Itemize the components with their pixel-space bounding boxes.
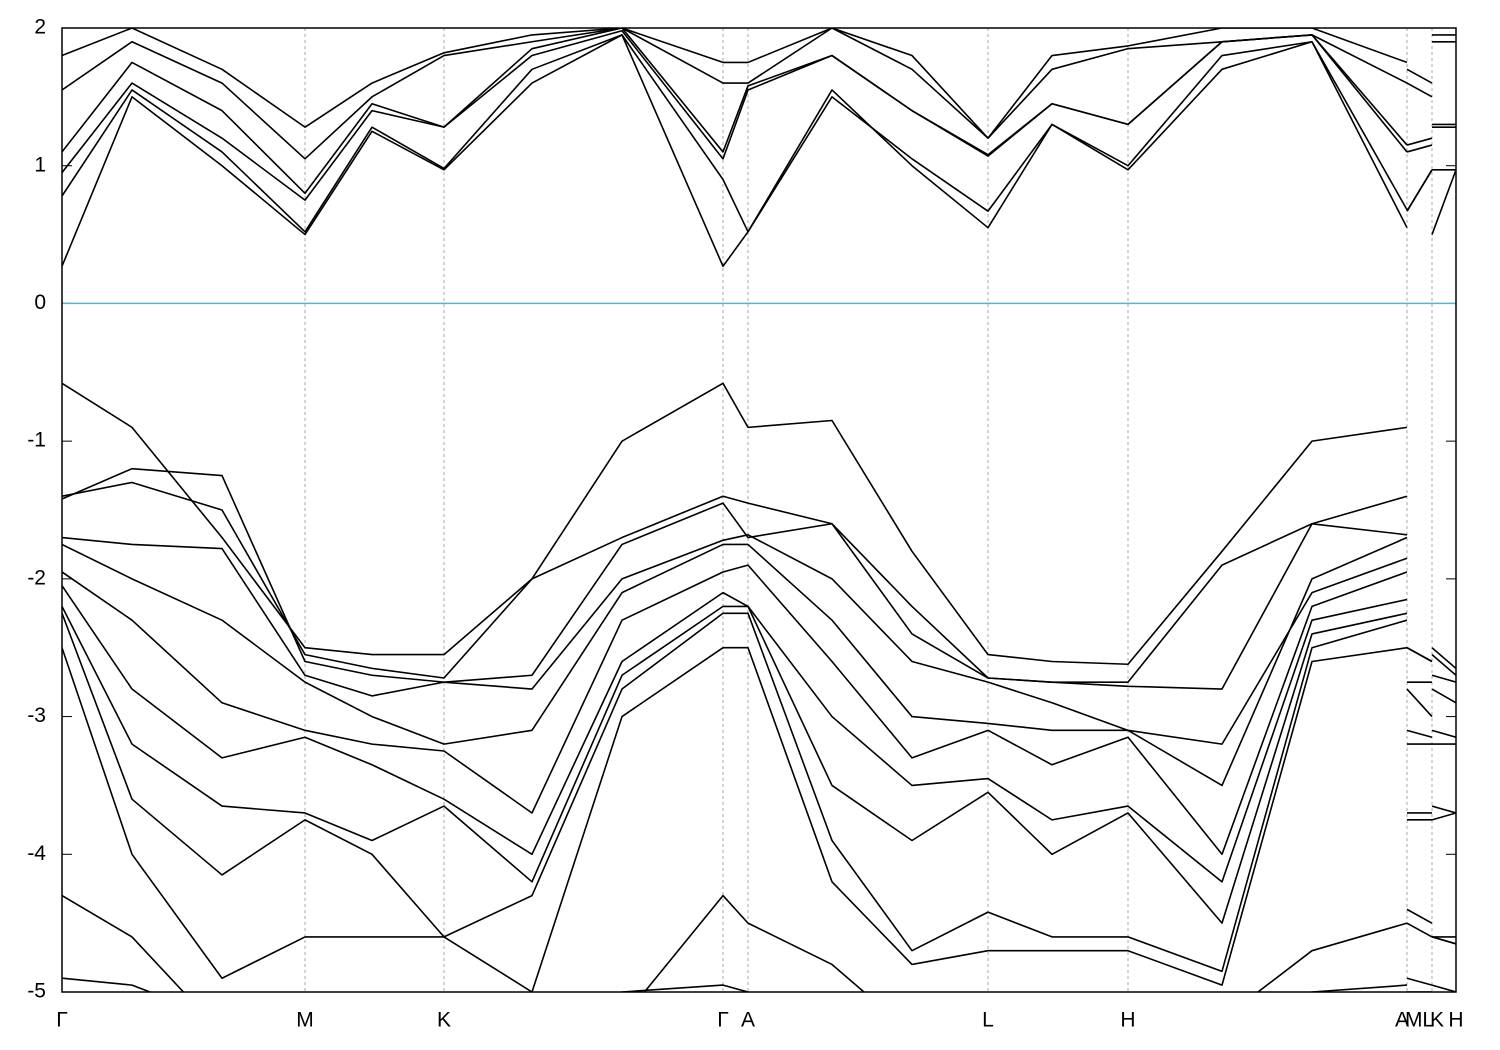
band-line	[62, 612, 1456, 973]
x-tick-label: M	[296, 1009, 314, 1032]
x-tick-label: A	[741, 1009, 755, 1032]
x-tick-label: M	[1405, 1009, 1423, 1032]
x-tick-label: Γ	[56, 1009, 68, 1032]
y-tick-label: 2	[34, 16, 46, 39]
band-line	[62, 543, 1456, 745]
x-tick-label: Γ	[717, 1009, 729, 1032]
band-line	[62, 28, 1456, 160]
y-tick-label: -4	[27, 842, 46, 865]
y-tick-label: -1	[27, 429, 46, 452]
band-line	[62, 28, 1456, 139]
y-tick-label: -5	[27, 980, 46, 1003]
y-tick-label: 0	[34, 291, 46, 314]
band-line	[62, 467, 1456, 690]
x-tick-label: H	[1120, 1009, 1135, 1032]
x-tick-label: L	[982, 1009, 994, 1032]
band-line	[62, 977, 1456, 992]
plot-area	[62, 28, 1456, 992]
x-tick-label: K	[437, 1009, 451, 1032]
band-line	[62, 564, 1456, 856]
x-tick-label: A	[1395, 1009, 1409, 1032]
band-line	[62, 533, 1456, 787]
band-line	[62, 894, 1456, 992]
band-line	[62, 585, 1456, 883]
y-tick-label: 1	[34, 153, 46, 176]
x-tick-label: H	[1448, 1009, 1463, 1032]
band-line	[62, 34, 1456, 233]
band-line	[62, 605, 1456, 924]
plot-frame	[61, 27, 1457, 993]
x-tick-label: K	[1430, 1009, 1444, 1032]
y-tick-label: -3	[27, 704, 46, 727]
x-tick-label: L	[1422, 1009, 1434, 1032]
y-tick-label: -2	[27, 566, 46, 589]
band-line	[62, 28, 1456, 195]
